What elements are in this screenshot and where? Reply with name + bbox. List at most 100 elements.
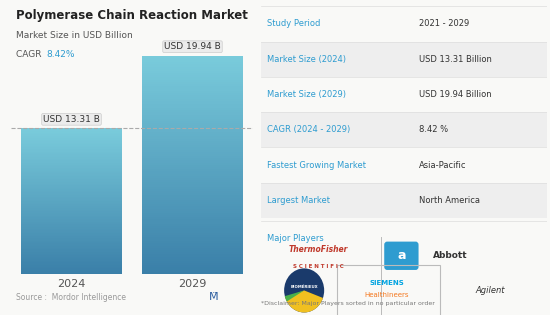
Bar xyxy=(21,226,122,227)
Bar xyxy=(21,166,122,168)
FancyBboxPatch shape xyxy=(261,112,547,147)
Bar xyxy=(142,261,243,263)
Text: Market Size (2024): Market Size (2024) xyxy=(267,55,346,64)
Bar xyxy=(142,259,243,261)
Bar xyxy=(142,248,243,250)
Bar xyxy=(21,221,122,223)
Bar xyxy=(21,270,122,271)
Bar xyxy=(21,160,122,162)
Bar xyxy=(21,258,122,260)
Bar xyxy=(21,194,122,195)
Bar xyxy=(21,229,122,230)
Text: Abbott: Abbott xyxy=(433,251,468,260)
Bar xyxy=(21,162,122,163)
Bar xyxy=(21,204,122,205)
Text: Major Players: Major Players xyxy=(267,234,324,243)
Bar xyxy=(21,181,122,182)
Bar xyxy=(142,263,243,265)
Circle shape xyxy=(284,268,324,312)
Bar xyxy=(21,246,122,248)
Bar xyxy=(21,261,122,262)
Bar xyxy=(21,209,122,210)
Bar xyxy=(21,163,122,165)
Text: Fastest Growing Market: Fastest Growing Market xyxy=(267,161,366,169)
Bar xyxy=(142,90,243,93)
Bar xyxy=(21,133,122,134)
Bar xyxy=(142,58,243,60)
Text: BIOMÉRIEUX: BIOMÉRIEUX xyxy=(290,285,318,289)
Bar xyxy=(142,156,243,158)
Bar xyxy=(21,195,122,197)
Bar xyxy=(142,77,243,80)
Bar xyxy=(142,198,243,200)
Bar xyxy=(142,154,243,156)
Bar xyxy=(21,134,122,135)
Bar xyxy=(142,93,243,95)
Bar xyxy=(142,69,243,71)
Bar xyxy=(142,147,243,150)
Bar xyxy=(21,169,122,170)
Bar xyxy=(142,191,243,193)
FancyBboxPatch shape xyxy=(384,242,419,270)
Bar xyxy=(142,101,243,104)
Bar xyxy=(142,171,243,174)
Bar xyxy=(142,255,243,257)
Bar xyxy=(142,187,243,189)
Bar xyxy=(142,104,243,106)
Bar xyxy=(142,182,243,185)
Bar xyxy=(21,178,122,179)
Bar xyxy=(142,99,243,101)
Bar xyxy=(21,146,122,147)
Bar xyxy=(21,255,122,256)
Bar xyxy=(142,128,243,130)
Bar xyxy=(21,219,122,220)
Bar xyxy=(142,270,243,272)
Bar xyxy=(21,186,122,188)
Bar xyxy=(142,174,243,176)
Bar xyxy=(21,248,122,249)
Bar xyxy=(142,193,243,195)
Text: a: a xyxy=(397,249,406,262)
Bar xyxy=(21,217,122,219)
Bar xyxy=(21,260,122,261)
Text: CAGR (2024 - 2029): CAGR (2024 - 2029) xyxy=(267,125,350,134)
Bar xyxy=(21,241,122,242)
Bar xyxy=(142,134,243,136)
Bar xyxy=(142,189,243,191)
Bar xyxy=(21,191,122,192)
Bar xyxy=(142,211,243,213)
Bar xyxy=(21,198,122,200)
Bar xyxy=(21,154,122,156)
Bar xyxy=(21,252,122,254)
Bar xyxy=(21,211,122,213)
Bar xyxy=(142,235,243,237)
Bar xyxy=(142,176,243,178)
Text: Healthineers: Healthineers xyxy=(365,292,409,298)
Bar xyxy=(21,158,122,159)
Bar xyxy=(142,232,243,235)
Text: North America: North America xyxy=(419,196,480,205)
Bar xyxy=(21,184,122,185)
Bar xyxy=(21,179,122,181)
Bar xyxy=(142,115,243,117)
Bar xyxy=(142,241,243,243)
Bar xyxy=(142,222,243,224)
Bar xyxy=(21,170,122,172)
Bar xyxy=(142,204,243,206)
Bar xyxy=(142,200,243,202)
Bar xyxy=(21,143,122,144)
Wedge shape xyxy=(285,290,304,301)
Bar xyxy=(21,159,122,160)
Bar xyxy=(142,220,243,222)
Bar xyxy=(21,223,122,225)
Bar xyxy=(21,232,122,233)
Bar xyxy=(142,217,243,220)
Bar xyxy=(142,230,243,232)
Bar xyxy=(142,257,243,259)
Bar xyxy=(21,262,122,264)
Bar xyxy=(142,71,243,73)
Bar xyxy=(142,178,243,180)
Bar xyxy=(142,112,243,115)
Bar xyxy=(21,254,122,255)
Bar xyxy=(142,62,243,64)
